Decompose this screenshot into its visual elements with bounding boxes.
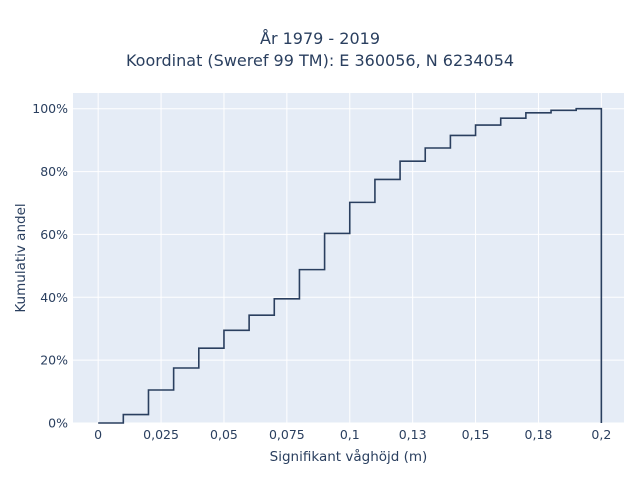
plot-background xyxy=(73,93,624,423)
x-tick-label: 0,15 xyxy=(462,427,490,442)
y-tick-label: 60% xyxy=(40,227,68,242)
chart-subtitle: Koordinat (Sweref 99 TM): E 360056, N 62… xyxy=(125,51,515,70)
chart-title: År 1979 - 2019 xyxy=(260,29,380,48)
x-tick-label: 0,13 xyxy=(399,427,427,442)
x-tick-label: 0,18 xyxy=(525,427,553,442)
x-axis-label: Signifikant våghöjd (m) xyxy=(270,448,428,465)
y-tick-label: 40% xyxy=(40,290,68,305)
y-tick-label: 0% xyxy=(48,416,68,431)
x-tick-label: 0,1 xyxy=(340,427,360,442)
x-tick-label: 0,05 xyxy=(210,427,238,442)
x-tick-label: 0,2 xyxy=(591,427,611,442)
x-tick-label: 0 xyxy=(94,427,102,442)
y-axis-ticks: 0% 20% 40% 60% 80% 100% xyxy=(32,101,68,430)
x-axis-ticks: 0 0,025 0,05 0,075 0,1 0,13 0,15 0,18 0,2 xyxy=(94,427,611,442)
y-tick-label: 100% xyxy=(32,101,68,116)
grid-lines xyxy=(73,93,624,424)
y-tick-label: 20% xyxy=(40,353,68,368)
x-tick-label: 0,075 xyxy=(269,427,305,442)
series-step-line xyxy=(98,107,603,424)
y-axis-label: Kumulativ andel xyxy=(13,203,29,312)
x-tick-label: 0,025 xyxy=(143,427,179,442)
y-tick-label: 80% xyxy=(40,164,68,179)
